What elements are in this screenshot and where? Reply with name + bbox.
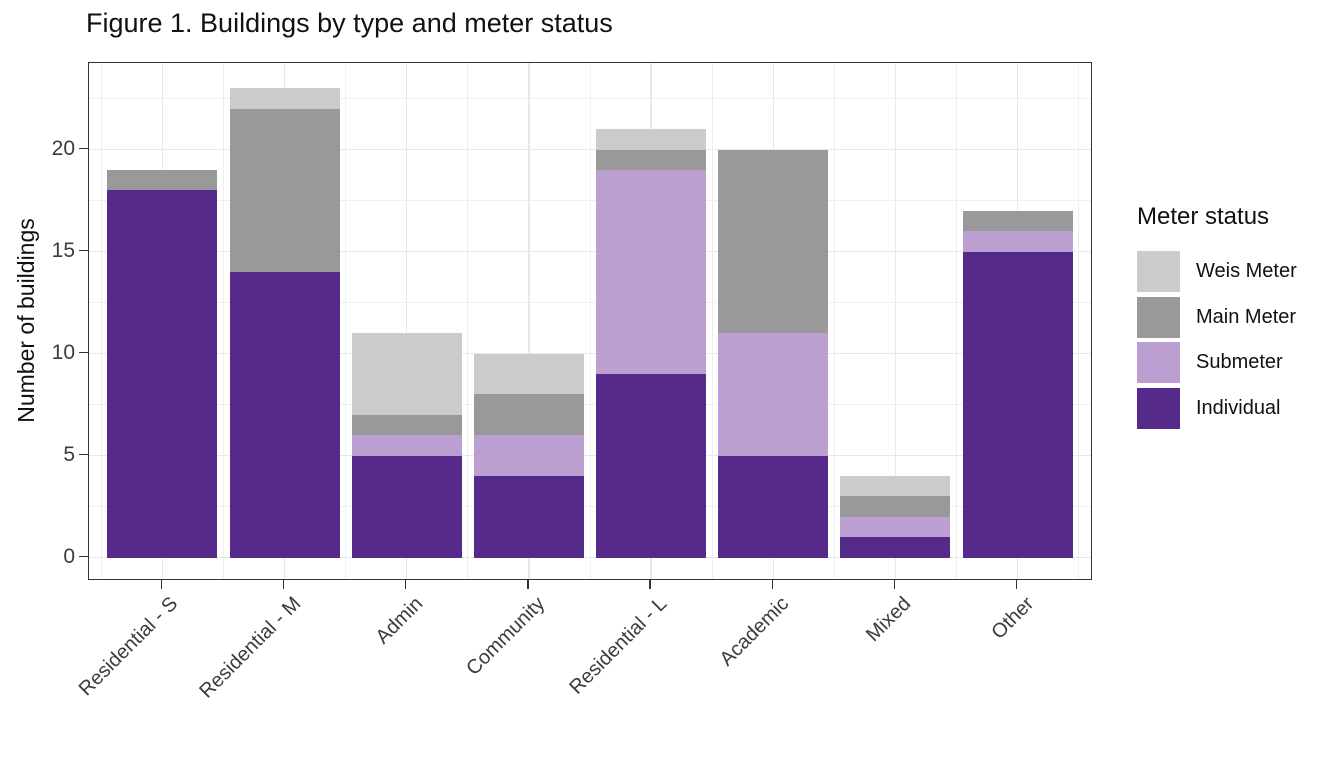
bar-segment <box>107 190 218 558</box>
bar-segment <box>473 353 584 395</box>
gridline-vertical-major <box>894 63 897 579</box>
y-tick-label: 0 <box>63 544 75 568</box>
legend-label: Weis Meter <box>1196 260 1297 282</box>
bar-segment <box>351 414 462 436</box>
legend-swatch <box>1137 342 1180 384</box>
bar-segment <box>107 169 218 191</box>
x-tick-mark <box>771 580 773 589</box>
gridline-horizontal-major <box>89 148 1091 151</box>
gridline-vertical-minor <box>589 63 591 579</box>
bar-segment <box>351 435 462 456</box>
bar-segment <box>718 149 829 334</box>
legend-label: Submeter <box>1196 351 1283 374</box>
bar-segment <box>718 455 829 558</box>
gridline-horizontal-major <box>89 250 1091 253</box>
bar-segment <box>351 333 462 415</box>
bar-segment <box>962 210 1073 232</box>
x-tick-mark <box>405 580 407 589</box>
bar-segment <box>473 475 584 558</box>
gridline-vertical-minor <box>222 63 224 579</box>
bar-segment <box>962 251 1073 558</box>
bar-segment <box>840 496 951 517</box>
bar-segment <box>840 516 951 538</box>
x-tick-mark <box>1015 580 1018 589</box>
bar-segment <box>229 271 340 558</box>
y-tick-label: 10 <box>51 340 75 364</box>
bar-segment <box>840 537 951 558</box>
legend-label: Individual <box>1196 397 1281 420</box>
gridline-horizontal-major <box>89 352 1091 355</box>
bar-segment <box>473 435 584 476</box>
legend-label: Main Meter <box>1196 305 1297 328</box>
bar-segment <box>596 149 707 170</box>
bar-segment <box>596 373 707 558</box>
bar-segment <box>596 129 707 150</box>
legend-swatch <box>1137 251 1180 292</box>
y-tick-label: 15 <box>51 238 75 262</box>
bar-segment <box>840 475 951 497</box>
gridline-vertical-minor <box>1078 63 1080 579</box>
chart-title: Figure 1. Buildings by type and meter st… <box>86 8 613 38</box>
bar-segment <box>473 394 584 436</box>
x-tick-mark <box>893 580 896 589</box>
x-tick-mark <box>160 580 162 589</box>
bar-segment <box>718 333 829 456</box>
x-tick-mark <box>649 580 651 589</box>
y-tick-mark <box>79 147 88 150</box>
gridline-vertical-minor <box>467 63 469 579</box>
bar-segment <box>229 88 340 109</box>
bar-segment <box>962 231 1073 252</box>
gridline-horizontal-major <box>89 556 1091 559</box>
gridline-vertical-major <box>406 63 408 579</box>
gridline-vertical-minor <box>100 63 102 579</box>
y-tick-label: 20 <box>51 136 75 160</box>
gridline-vertical-minor <box>711 63 713 579</box>
legend-swatch <box>1137 296 1180 338</box>
x-tick-mark <box>282 580 285 589</box>
y-tick-mark <box>79 351 88 354</box>
y-tick-mark <box>79 249 88 252</box>
x-tick-mark <box>527 580 529 589</box>
gridline-horizontal-major <box>89 454 1091 457</box>
bar-segment <box>229 108 340 272</box>
legend-swatch <box>1137 388 1180 430</box>
legend-title: Meter status <box>1137 203 1270 230</box>
gridline-vertical-major <box>528 63 530 579</box>
y-tick-mark <box>79 555 88 558</box>
y-tick-mark <box>79 453 88 456</box>
plot-panel <box>88 62 1092 580</box>
gridline-vertical-minor <box>345 63 347 579</box>
gridline-vertical-minor <box>956 63 958 579</box>
y-tick-label: 5 <box>63 442 75 466</box>
gridline-vertical-minor <box>833 63 835 579</box>
bar-segment <box>351 455 462 558</box>
bar-segment <box>596 169 707 374</box>
